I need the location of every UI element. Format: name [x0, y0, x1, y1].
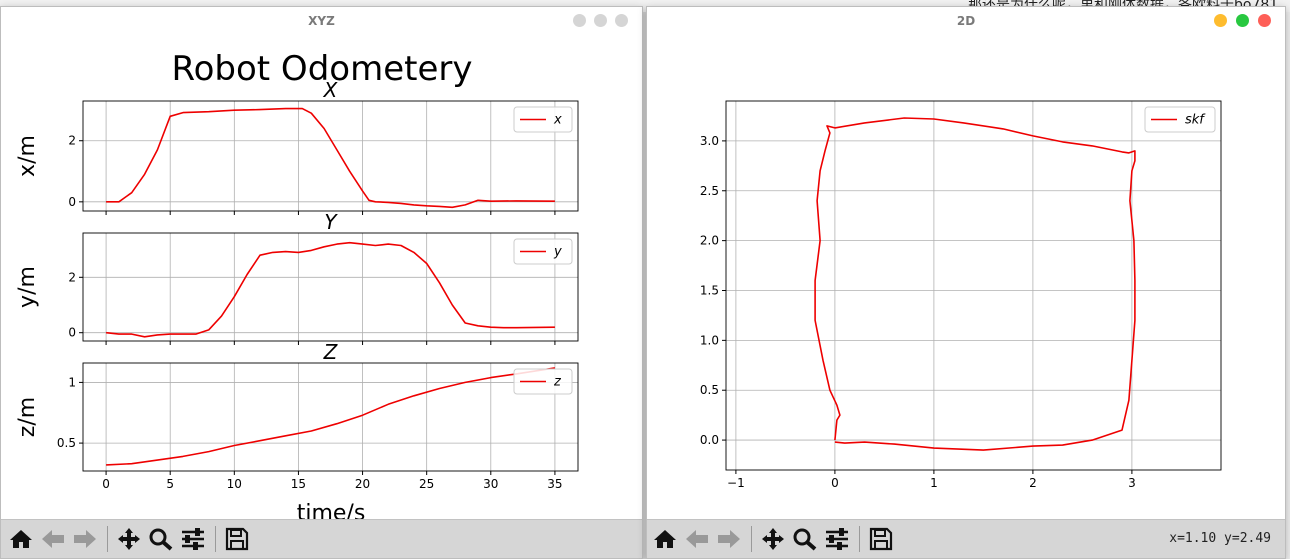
twod-close-button[interactable] — [1258, 14, 1271, 27]
configure-icon[interactable] — [824, 527, 850, 551]
z-plot-xtick-label: 35 — [547, 477, 562, 491]
background-right — [1284, 12, 1290, 559]
traj-plot-ytick-label: 1.5 — [700, 283, 719, 297]
z-plot-axes: 0 5 10 15 20 25 30 35 0.5 1 z Zz/m — [15, 340, 579, 491]
y-plot-legend-label: y — [553, 245, 562, 260]
save-icon[interactable] — [868, 527, 894, 551]
back-icon[interactable] — [40, 527, 66, 551]
twod-zoom-button[interactable] — [1236, 14, 1249, 27]
xyz-xlabel: time/s — [297, 501, 366, 520]
traj-plot-ytick-label: 2.0 — [700, 234, 719, 248]
xyz-close-button[interactable] — [615, 14, 628, 27]
traj-plot-ytick-label: 1.0 — [700, 333, 719, 347]
pan-icon[interactable] — [760, 527, 786, 551]
traj-plot-axes: −1 0 1 2 3 0.0 0.5 1.0 1.5 2.0 2.5 3.0 skf — [700, 100, 1222, 490]
toolbar-separator — [751, 526, 752, 552]
z-plot-frame — [82, 362, 579, 472]
z-plot-xtick-label: 0 — [102, 477, 110, 491]
x-plot-ytick-label: 0 — [68, 195, 76, 209]
xyz-window-title: XYZ — [308, 14, 335, 28]
xyz-zoom-button[interactable] — [594, 14, 607, 27]
xyz-figure[interactable]: Robot Odometery time/s 0 2 x Xx/m 0 2 y Yy/m 0 5 1… — [1, 35, 642, 520]
x-plot-series-line — [106, 107, 555, 209]
z-plot-series-line — [106, 367, 556, 466]
traj-plot-ytick-label: 3.0 — [700, 134, 719, 148]
traj-plot-xtick-label: 2 — [1029, 476, 1037, 490]
y-plot-title: Y — [324, 210, 338, 234]
y-plot-series-line — [106, 241, 555, 338]
z-plot-xtick-label: 5 — [166, 477, 174, 491]
traj-plot-xtick-label: −1 — [727, 476, 745, 490]
coordinate-readout: x=1.10 y=2.49 — [1169, 531, 1271, 546]
y-plot-axes: 0 2 y Yy/m — [15, 210, 579, 345]
y-plot-frame — [82, 232, 579, 342]
x-plot-ylabel: x/m — [15, 135, 40, 177]
y-plot-ylabel: y/m — [15, 266, 40, 308]
x-plot-title: X — [323, 78, 339, 102]
z-plot-xtick-label: 10 — [227, 477, 242, 491]
twod-toolbar: x=1.10 y=2.49 — [647, 519, 1285, 558]
x-plot-frame — [82, 100, 579, 212]
forward-icon[interactable] — [716, 527, 742, 551]
z-plot-xtick-label: 20 — [355, 477, 370, 491]
traj-plot-ytick-label: 0.0 — [700, 433, 719, 447]
twod-figure[interactable]: −1 0 1 2 3 0.0 0.5 1.0 1.5 2.0 2.5 3.0 skf — [647, 35, 1285, 520]
y-plot-ytick-label: 0 — [68, 326, 76, 340]
traj-plot-legend-label: skf — [1185, 113, 1206, 128]
z-plot-xtick-label: 15 — [291, 477, 306, 491]
traj-plot-xtick-label: 1 — [930, 476, 938, 490]
xyz-minimize-button[interactable] — [573, 14, 586, 27]
home-icon[interactable] — [8, 527, 34, 551]
zoom-icon[interactable] — [792, 527, 818, 551]
save-icon[interactable] — [224, 527, 250, 551]
x-plot-axes: 0 2 x Xx/m — [15, 78, 579, 215]
traj-plot-ytick-label: 2.5 — [700, 184, 719, 198]
z-plot-legend-label: z — [553, 375, 562, 390]
configure-icon[interactable] — [180, 527, 206, 551]
forward-icon[interactable] — [72, 527, 98, 551]
back-icon[interactable] — [684, 527, 710, 551]
home-icon[interactable] — [652, 527, 678, 551]
traj-plot-series-line — [814, 117, 1136, 451]
z-plot-xtick-label: 25 — [419, 477, 434, 491]
z-plot-ylabel: z/m — [15, 397, 40, 437]
y-plot-ytick-label: 2 — [68, 270, 76, 284]
toolbar-separator — [859, 526, 860, 552]
traj-plot-frame — [725, 100, 1222, 471]
z-plot-ytick-label: 1 — [68, 375, 76, 389]
zoom-icon[interactable] — [148, 527, 174, 551]
traj-plot-ytick-label: 0.5 — [700, 383, 719, 397]
x-plot-ytick-label: 2 — [68, 134, 76, 148]
xyz-titlebar[interactable]: XYZ — [1, 7, 642, 35]
twod-window[interactable]: 2D −1 0 1 2 3 0.0 0.5 1.0 1.5 2.0 2.5 3.0 skf x=1.10… — [646, 6, 1286, 559]
figure-title: Robot Odometery — [172, 49, 473, 89]
toolbar-separator — [107, 526, 108, 552]
twod-window-title: 2D — [956, 14, 976, 28]
traj-plot-xtick-label: 3 — [1128, 476, 1136, 490]
toolbar-separator — [215, 526, 216, 552]
traj-plot-legend-box — [1144, 106, 1216, 133]
traj-plot-xtick-label: 0 — [831, 476, 839, 490]
twod-titlebar[interactable]: 2D — [647, 7, 1285, 35]
z-plot-ytick-label: 0.5 — [57, 436, 76, 450]
z-plot-title: Z — [323, 340, 339, 364]
z-plot-xtick-label: 30 — [483, 477, 498, 491]
pan-icon[interactable] — [116, 527, 142, 551]
twod-minimize-button[interactable] — [1214, 14, 1227, 27]
xyz-toolbar — [1, 519, 642, 558]
x-plot-legend-label: x — [553, 113, 562, 128]
